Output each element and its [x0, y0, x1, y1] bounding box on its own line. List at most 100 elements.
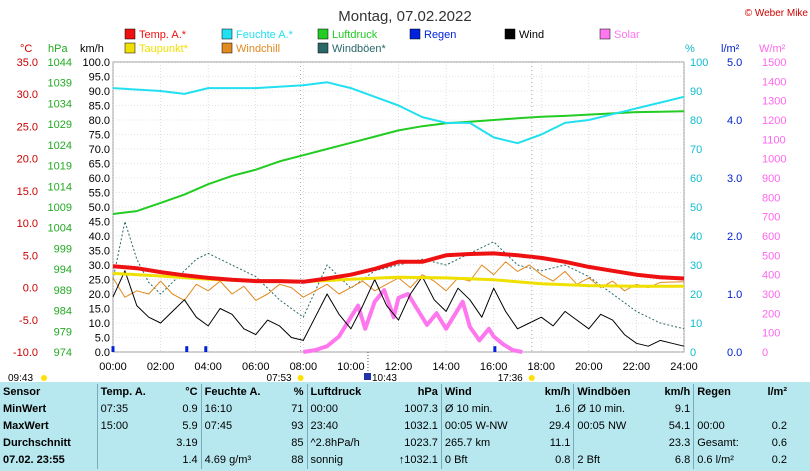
credit-text: © Weber Mike [745, 8, 809, 19]
humidity-axis-tick: 20 [690, 289, 702, 301]
series-line-wind [112, 270, 685, 347]
temp-axis-tick: 30.0 [17, 89, 38, 101]
pressure-axis-tick: 989 [54, 285, 72, 297]
time-axis-tick: 16:00 [480, 361, 508, 373]
legend-label-6: Taupunkt* [139, 43, 189, 55]
solar-axis-tick: 0 [762, 347, 768, 359]
pressure-axis-tick: 1024 [48, 140, 72, 152]
rain-axis-tick: 0.0 [727, 347, 742, 359]
time-axis-tick: 06:00 [242, 361, 270, 373]
solar-axis-tick: 1000 [762, 154, 786, 166]
humidity-axis-tick: 50 [690, 202, 702, 214]
wind-axis-tick: 25.0 [89, 275, 110, 287]
legend-label-1: Feuchte A.* [236, 29, 294, 41]
solar-axis-tick: 1100 [762, 134, 786, 146]
pressure-axis-tick: 1009 [48, 202, 72, 214]
stats-header-row: Sensor Temp. A. °C Feuchte A.% Luftdruck hPa W… [0, 384, 790, 401]
stats-cell: 3.19 [176, 437, 198, 449]
stats-cell: Sensor [3, 386, 41, 398]
stats-cell: 0 Bft [440, 452, 532, 469]
chart-title: Montag, 07.02.2022 [338, 8, 471, 25]
temp-axis-tick: 10.0 [17, 218, 38, 230]
solar-axis-tick: 900 [762, 173, 780, 185]
series-line-solar [302, 288, 523, 354]
pressure-axis-tick: 974 [54, 347, 72, 359]
stats-cell: 07.02. 23:55 [3, 454, 65, 466]
solar-axis-tick: 600 [762, 231, 780, 243]
time-axis-tick: 24:00 [670, 361, 698, 373]
legend-swatch-4 [504, 28, 516, 40]
stats-cell: 54.1 [668, 420, 691, 432]
sunset-label: 17:36 [498, 373, 523, 382]
stats-cell: 11.1 [549, 437, 571, 449]
rain-bar [493, 346, 497, 352]
temp-axis-tick: 0.0 [23, 283, 38, 295]
wind-axis-tick: 75.0 [89, 130, 110, 142]
temp-axis-tick: 15.0 [17, 186, 38, 198]
temp-axis-tick: -10.0 [13, 347, 38, 359]
humidity-axis-tick: 0 [690, 347, 696, 359]
stats-cell: Gesamt: [693, 435, 757, 452]
stats-cell: 00:05 W-NW [440, 418, 532, 435]
stats-cell: km/h [664, 386, 691, 398]
stats-cell: 0.8 [555, 454, 571, 466]
stats-cell [96, 435, 165, 452]
stats-cell: 6.8 [674, 454, 691, 466]
stats-cell: 1.4 [182, 454, 198, 466]
stats-cell: 2 Bft [573, 452, 652, 469]
pressure-axis-tick: 979 [54, 326, 72, 338]
stats-cell: sonnig [306, 452, 382, 469]
solar-axis-tick: 1500 [762, 57, 786, 69]
series-line-tempa [112, 251, 685, 284]
stats-cell: Temp. A. [96, 384, 165, 401]
wind-axis-tick: 45.0 [89, 217, 110, 229]
legend-swatch-7 [221, 42, 233, 54]
temp-axis-tick: -5.0 [19, 315, 38, 327]
stats-cell: 23:40 [306, 418, 382, 435]
legend-swatch-0 [124, 28, 136, 40]
stats-cell: % [293, 386, 304, 398]
stats-cell: 1023.7 [404, 437, 438, 449]
wind-axis-tick: 50.0 [89, 202, 110, 214]
time-axis-tick: 02:00 [147, 361, 175, 373]
wind-axis-tick: 65.0 [89, 159, 110, 171]
stats-cell [693, 401, 757, 418]
stats-cell: 88 [291, 454, 304, 466]
stats-row: 07.02. 23:55 1.4 4.69 g/m³ 88 sonnig ↑1032.1 0… [0, 452, 790, 469]
legend-label-8: Windböen* [332, 43, 387, 55]
legend-swatch-8 [317, 42, 329, 54]
stats-cell: 265.7 km [440, 435, 532, 452]
stats-cell: l/m² [767, 386, 787, 398]
pressure-axis-tick: 1034 [48, 98, 72, 110]
unit-temp: °C [20, 43, 32, 55]
legend: Temp. A.* Feuchte A.* Luftdruck Regen Wind So… [124, 28, 640, 55]
legend-swatch-3 [409, 28, 421, 40]
stats-cell: Regen [693, 384, 757, 401]
stats-cell: 85 [291, 437, 304, 449]
wind-axis-tick: 95.0 [89, 72, 110, 84]
pressure-axis-tick: 1014 [48, 181, 72, 193]
series-line-windchill [112, 261, 685, 301]
stats-cell: 0.9 [182, 403, 198, 415]
stats-cell [200, 435, 283, 452]
stats-cell: 23.3 [668, 437, 691, 449]
series-line-luftdruck [112, 110, 685, 215]
legend-label-4: Wind [519, 29, 544, 41]
stats-cell: Wind [440, 384, 532, 401]
legend-swatch-5 [599, 28, 611, 40]
stats-cell: 71 [291, 403, 304, 415]
rain-axis-tick: 1.0 [727, 289, 742, 301]
stats-cell: 0.2 [771, 420, 787, 432]
dawn-left-label: 09:43 [8, 373, 33, 382]
rain-axis-tick: 4.0 [727, 115, 742, 127]
unit-humidity: % [685, 43, 695, 55]
time-axis-tick: 00:00 [99, 361, 127, 373]
stats-cell: Ø 10 min. [440, 401, 532, 418]
stats-cell: MaxWert [3, 420, 49, 432]
stats-cell: 0.6 [771, 437, 787, 449]
stats-cell: 00:05 NW [573, 418, 652, 435]
noon-label: 10:43 [372, 373, 397, 382]
wind-axis-tick: 60.0 [89, 173, 110, 185]
solar-axis-tick: 100 [762, 328, 780, 340]
wind-axis-tick: 15.0 [89, 304, 110, 316]
